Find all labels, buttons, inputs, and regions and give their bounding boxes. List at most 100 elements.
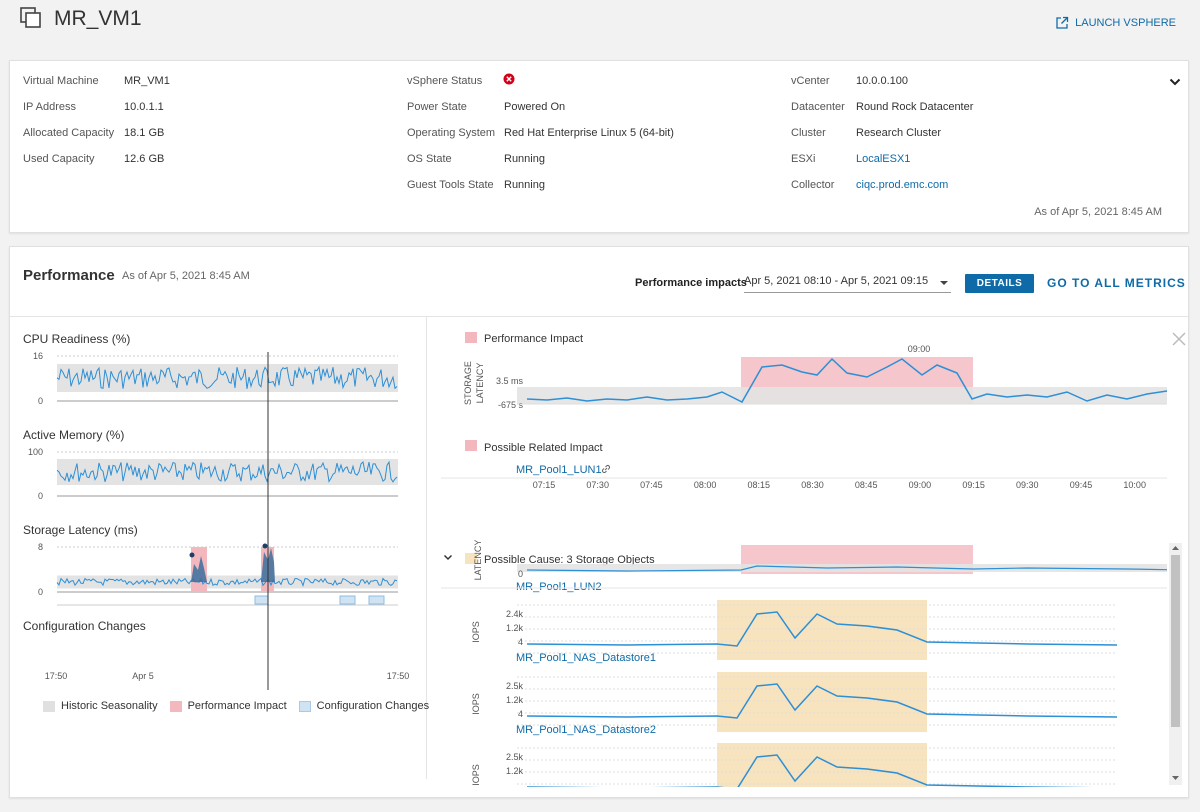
latency-line: [526, 357, 1167, 403]
config-change-marker: [254, 595, 269, 605]
config-change-marker: [339, 595, 356, 605]
close-icon[interactable]: [1171, 331, 1187, 347]
performance-as-of: As of Apr 5, 2021 8:45 AM: [122, 270, 250, 282]
iops-line: [527, 754, 1095, 787]
impact-time-label: 09:00: [908, 344, 931, 354]
legend-swatch-impact: [169, 700, 182, 712]
info-value-virtual-machine: MR_VM1: [124, 75, 170, 87]
y-axis-label: IOPS: [471, 764, 481, 786]
info-value-guest-tools-state: Running: [504, 179, 545, 191]
page-title: MR_VM1: [54, 7, 142, 30]
performance-impacts-label: Performance impacts: [635, 277, 747, 289]
y-axis-tick: 1.2k: [506, 623, 524, 633]
chevron-down-icon[interactable]: [442, 551, 454, 563]
y-axis-tick: 4: [518, 637, 523, 647]
info-label-cluster: Cluster: [791, 127, 826, 139]
collector-link[interactable]: ciqc.prod.emc.com: [856, 179, 949, 191]
vm-info-panel: Virtual Machine MR_VM1 IP Address 10.0.1…: [9, 60, 1189, 233]
go-to-all-metrics-link[interactable]: GO TO ALL METRICS: [1047, 276, 1186, 290]
cause-object-link-1[interactable]: MR_Pool1_LUN2: [516, 581, 602, 593]
time-axis-tick: 07:15: [533, 480, 556, 490]
info-value-used-capacity: 12.6 GB: [124, 153, 165, 165]
spike-marker: [262, 543, 268, 549]
info-label-virtual-machine: Virtual Machine: [23, 75, 99, 87]
y-axis-label: STORAGE: [463, 361, 473, 405]
info-value-cluster: Research Cluster: [856, 127, 941, 139]
impact-swatch: [465, 332, 477, 343]
related-object-link[interactable]: MR_Pool1_LUN1: [516, 464, 602, 476]
related-swatch: [465, 440, 477, 451]
details-button[interactable]: DETAILS: [965, 274, 1034, 293]
time-axis-tick: 07:30: [586, 480, 609, 490]
iops-line: [526, 683, 1118, 719]
info-label-datacenter: Datacenter: [791, 101, 845, 113]
x-axis-tick: 17:50: [45, 671, 68, 681]
launch-vsphere-link[interactable]: LAUNCH VSPHERE: [1055, 16, 1176, 30]
legend-performance-impact: Performance Impact: [187, 700, 287, 712]
cpu-readiness-title: CPU Readiness (%): [23, 332, 131, 346]
time-axis-tick: 09:15: [962, 480, 985, 490]
possible-cause-label: Possible Cause: 3 Storage Objects: [484, 554, 655, 566]
y-axis-tick: 4: [518, 709, 523, 719]
y-axis-max-label: 16: [33, 351, 43, 361]
cause-object-link-3[interactable]: MR_Pool1_NAS_Datastore2: [516, 724, 657, 736]
virtual-machine-icon: [20, 7, 41, 28]
y-axis-min-label: 0: [38, 587, 43, 597]
y-axis-tick: 3.5 ms: [496, 376, 524, 386]
link-icon[interactable]: [600, 463, 612, 475]
info-label-esxi: ESXi: [791, 153, 816, 165]
legend-swatch-config: [298, 700, 311, 712]
latency-line: [526, 565, 1167, 572]
y-axis-label: LATENCY: [475, 363, 485, 404]
time-axis-tick: 10:00: [1123, 480, 1146, 490]
error-status-icon: [503, 73, 515, 85]
scrollbar-thumb[interactable]: [1171, 555, 1180, 727]
latency-spike: [191, 556, 207, 582]
performance-impacts-select[interactable]: Apr 5, 2021 08:10 - Apr 5, 2021 09:15: [744, 275, 951, 293]
config-change-marker: [368, 595, 385, 605]
info-label-ip-address: IP Address: [23, 101, 76, 113]
storage-latency-title: Storage Latency (ms): [23, 523, 138, 537]
series-line: [56, 460, 398, 483]
dropdown-arrow-icon: [940, 281, 948, 285]
time-axis-tick: 08:30: [801, 480, 824, 490]
info-label-guest-tools-state: Guest Tools State: [407, 179, 494, 191]
series-line: [56, 365, 398, 390]
seasonality-band: [57, 575, 398, 589]
esxi-link[interactable]: LocalESX1: [856, 153, 911, 165]
performance-impact-label: Performance Impact: [484, 333, 584, 345]
y-axis-tick: 0: [518, 569, 523, 579]
y-axis-tick: 2.4k: [506, 609, 524, 619]
info-value-os-state: Running: [504, 153, 545, 165]
time-axis-tick: 07:45: [640, 480, 663, 490]
info-value-operating-system: Red Hat Enterprise Linux 5 (64-bit): [504, 127, 674, 139]
cause-swatch: [465, 553, 477, 564]
possible-related-impact-label: Possible Related Impact: [484, 442, 603, 454]
performance-panel: Performance As of Apr 5, 2021 8:45 AM Pe…: [9, 246, 1189, 798]
configuration-changes-title: Configuration Changes: [23, 619, 146, 633]
active-memory-title: Active Memory (%): [23, 428, 125, 442]
x-axis-tick: 17:50: [387, 671, 410, 681]
legend-swatch-historic: [43, 700, 55, 712]
divider: [426, 317, 427, 779]
info-label-power-state: Power State: [407, 101, 467, 113]
y-axis-tick: 1.2k: [506, 695, 524, 705]
y-axis-min-label: 0: [38, 396, 43, 406]
time-axis-tick: 08:15: [748, 480, 771, 490]
y-axis-tick: 2.5k: [506, 752, 524, 762]
cause-region: [717, 743, 927, 787]
scroll-down-icon[interactable]: [1171, 774, 1180, 782]
time-axis-tick: 09:45: [1070, 480, 1093, 490]
chart-legend: Historic Seasonality Performance Impact …: [43, 700, 429, 712]
y-axis-label: LATENCY: [473, 540, 483, 581]
info-as-of: As of Apr 5, 2021 8:45 AM: [1034, 206, 1162, 218]
time-axis-tick: 09:30: [1016, 480, 1039, 490]
scroll-up-icon[interactable]: [1171, 544, 1180, 552]
info-value-power-state: Powered On: [504, 101, 566, 113]
time-axis-tick: 08:45: [855, 480, 878, 490]
info-label-operating-system: Operating System: [407, 127, 496, 139]
chevron-down-icon[interactable]: [1168, 75, 1182, 89]
cause-object-link-2[interactable]: MR_Pool1_NAS_Datastore1: [516, 652, 657, 664]
info-value-ip-address: 10.0.1.1: [124, 101, 164, 113]
